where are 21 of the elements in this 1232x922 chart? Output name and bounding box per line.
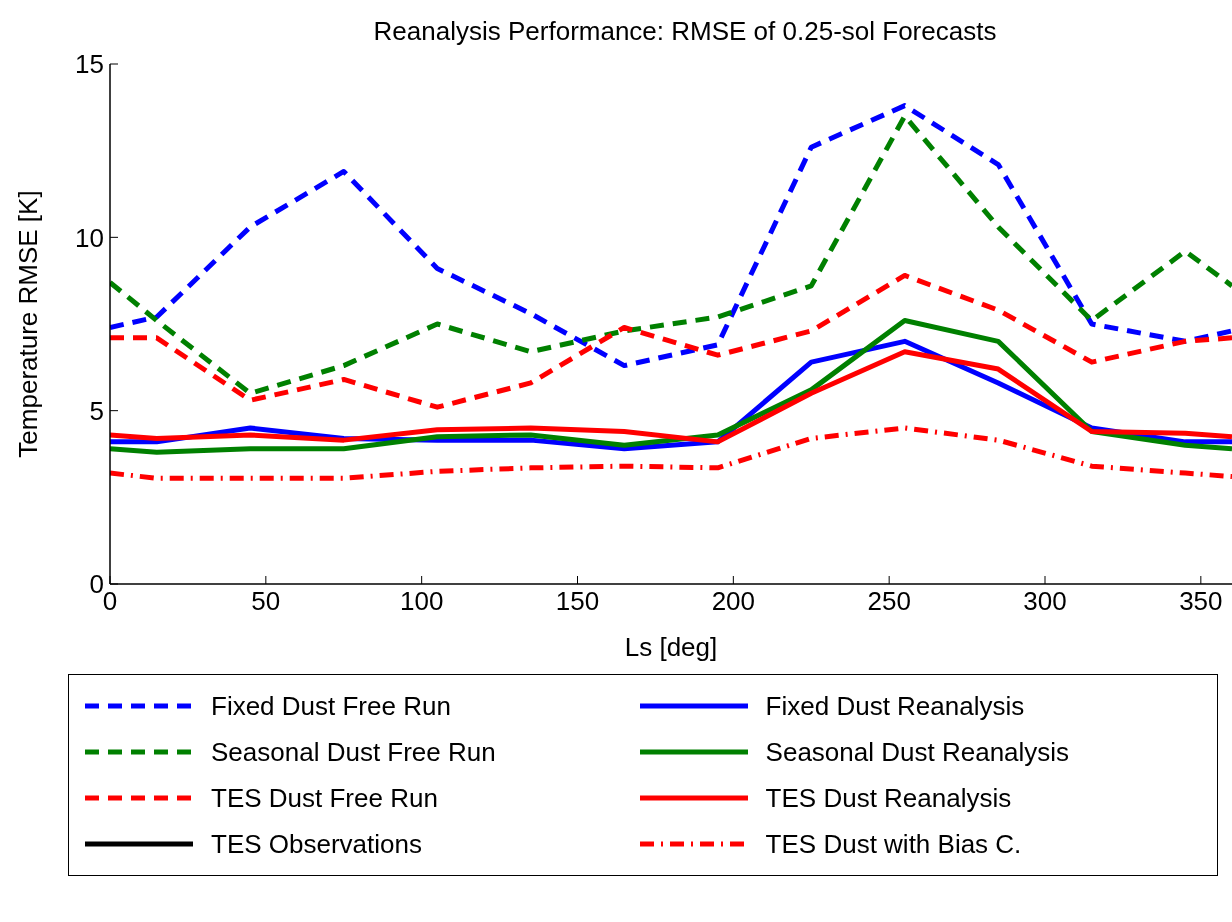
y-tick-label: 5 [89, 395, 104, 426]
x-tick-label: 250 [867, 586, 911, 617]
y-tick-label: 10 [75, 222, 104, 253]
x-tick-label: 300 [1023, 586, 1067, 617]
legend-label: TES Dust Free Run [211, 782, 438, 814]
x-tick-label: 200 [711, 586, 756, 617]
x-tick-label: 100 [399, 586, 444, 617]
legend-label: TES Dust with Bias C. [765, 828, 1022, 860]
x-tick-label: 150 [555, 586, 600, 617]
y-tick-label: 15 [75, 49, 104, 80]
y-axis-title: Temperature RMSE [K] [13, 190, 44, 458]
x-tick-label: 350 [1179, 586, 1223, 617]
x-axis-title: Ls [deg] [624, 632, 718, 662]
x-tick-label: 50 [251, 586, 281, 617]
chart-title: Reanalysis Performance: RMSE of 0.25-sol Forecasts [372, 16, 998, 47]
legend-label: Seasonal Dust Reanalysis [765, 736, 1070, 768]
legend-label: TES Observations [211, 828, 422, 860]
legend-label: Seasonal Dust Free Run [211, 736, 496, 768]
legend-label: Fixed Dust Free Run [211, 690, 451, 722]
legend-label: TES Dust Reanalysis [765, 782, 1012, 814]
legend-label: Fixed Dust Reanalysis [765, 690, 1025, 722]
